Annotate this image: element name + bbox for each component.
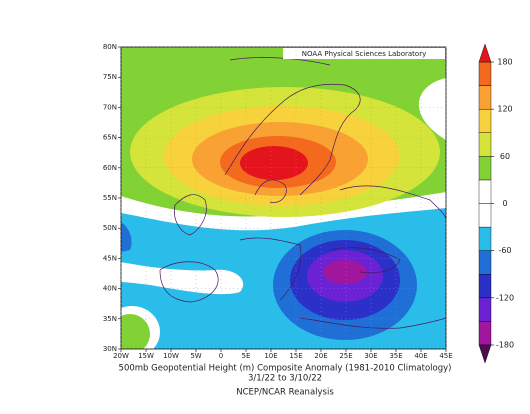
- contour-fill: [121, 262, 244, 295]
- x-tick-label: 25E: [339, 352, 352, 360]
- x-tick-label: 20E: [314, 352, 327, 360]
- colorbar-label: -120: [496, 293, 514, 302]
- colorbar-label: 180: [497, 58, 512, 67]
- contour-fill: [121, 314, 150, 349]
- colorbar-segment: [478, 61, 492, 86]
- data-source: NCEP/NCAR Reanalysis: [236, 388, 334, 398]
- colorbar-label: 0: [502, 199, 507, 208]
- chart-subtitle: 3/1/22 to 3/10/22: [248, 374, 322, 384]
- y-tick-label: 50N: [103, 224, 117, 232]
- contour-fill: [240, 146, 308, 180]
- colorbar-segment: [478, 321, 492, 346]
- colorbar-segment: [478, 203, 492, 228]
- x-tick-label: 5E: [242, 352, 251, 360]
- credit: NOAA Physical Sciences Laboratory: [302, 50, 426, 58]
- colorbar-segment: [478, 297, 492, 322]
- y-tick-label: 45N: [103, 254, 117, 262]
- x-tick-label: 10E: [264, 352, 277, 360]
- y-tick-label: 30N: [103, 345, 117, 353]
- colorbar-segment: [478, 274, 492, 299]
- colorbar-label: 120: [497, 105, 512, 114]
- x-tick-label: 30E: [364, 352, 377, 360]
- colorbar-label: -180: [496, 341, 514, 350]
- x-tick-label: 35E: [389, 352, 402, 360]
- y-tick-label: 70N: [103, 103, 117, 111]
- x-tick-label: 10W: [163, 352, 179, 360]
- x-tick-label: 45E: [439, 352, 452, 360]
- y-tick-label: 60N: [103, 164, 117, 172]
- x-tick-label: 15W: [138, 352, 154, 360]
- y-tick-label: 35N: [103, 315, 117, 323]
- chart-title: 500mb Geopotential Height (m) Composite …: [119, 364, 452, 374]
- colorbar-arrow: [478, 344, 492, 364]
- colorbar: -180 -120 -60 0 60 120 180: [478, 43, 514, 364]
- y-tick-label: 55N: [103, 194, 117, 202]
- colorbar-arrow: [478, 43, 492, 63]
- x-tick-label: 20W: [113, 352, 129, 360]
- y-tick-label: 65N: [103, 134, 117, 142]
- x-tick-label: 0: [219, 352, 223, 360]
- y-tick-label: 75N: [103, 73, 117, 81]
- axes: 20W 15W 10W 5W 0 5E 10E 15E 20E 25E 30E 35E 40E 45E 30…: [103, 43, 453, 360]
- colorbar-segment: [478, 179, 492, 204]
- contour-fill: [323, 260, 367, 284]
- x-tick-label: 15E: [289, 352, 302, 360]
- colorbar-segment: [478, 108, 492, 133]
- anomaly-field: [121, 47, 446, 349]
- credit-box: [283, 48, 445, 59]
- y-tick-label: 80N: [103, 43, 117, 51]
- colorbar-label: -60: [498, 246, 511, 255]
- y-tick-label: 40N: [103, 285, 117, 293]
- x-tick-label: 5W: [190, 352, 201, 360]
- colorbar-segment: [478, 226, 492, 251]
- colorbar-segment: [478, 156, 492, 181]
- colorbar-label: 60: [500, 152, 510, 161]
- contour-fill: [121, 222, 132, 252]
- colorbar-segment: [478, 250, 492, 275]
- x-tick-label: 40E: [414, 352, 427, 360]
- colorbar-segment: [478, 85, 492, 110]
- coastlines: [159, 57, 446, 329]
- colorbar-segment: [478, 132, 492, 157]
